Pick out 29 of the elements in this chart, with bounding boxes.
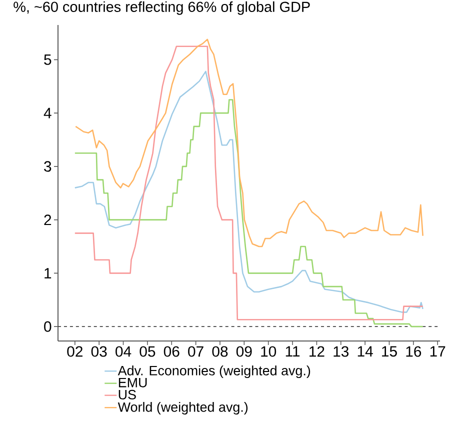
y-tick-label: 4 xyxy=(44,108,52,118)
y-tick-label: 1 xyxy=(44,268,52,278)
x-tick-label: 10 xyxy=(261,346,276,357)
x-tick-label: 08 xyxy=(212,346,228,357)
x-tick-label: 05 xyxy=(140,346,156,357)
legend-label: EMU xyxy=(118,378,147,388)
y-tick-label: 0 xyxy=(44,321,52,332)
x-tick-label: 04 xyxy=(116,346,132,357)
y-tick-label: 2 xyxy=(44,214,52,226)
x-tick-label: 03 xyxy=(91,346,107,357)
x-tick-label: 12 xyxy=(310,346,324,357)
x-tick-label: 09 xyxy=(236,346,252,357)
x-tick-label: 06 xyxy=(164,346,180,357)
x-tick-label: 16 xyxy=(406,346,422,357)
legend-label: World (weighted avg.) xyxy=(118,402,248,415)
y-tick-label: 3 xyxy=(44,161,52,172)
x-tick-label: 17 xyxy=(430,346,446,356)
x-tick-label: 11 xyxy=(286,346,300,356)
line-series xyxy=(75,38,424,248)
x-tick-label: 13 xyxy=(334,346,349,357)
x-tick-label: 07 xyxy=(188,346,204,357)
line-series xyxy=(74,99,424,328)
chart-title: %, ~60 countries reflecting 66% of global GDP xyxy=(14,1,310,15)
legend-label: US xyxy=(118,390,136,400)
legend-label: Adv. Economies (weighted avg.) xyxy=(118,365,310,378)
x-tick-label: 15 xyxy=(382,346,397,357)
x-tick-label: 14 xyxy=(358,346,373,356)
x-tick-label: 02 xyxy=(67,346,82,357)
y-tick-label: 5 xyxy=(44,54,52,65)
